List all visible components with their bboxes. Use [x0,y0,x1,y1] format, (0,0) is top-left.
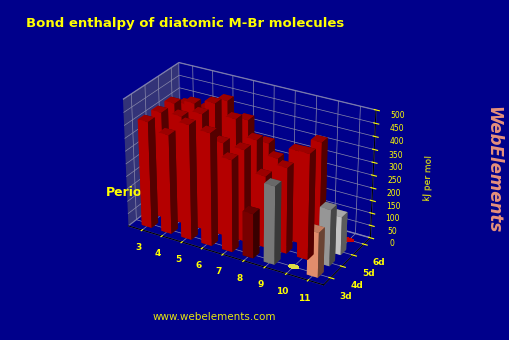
Text: WebElements: WebElements [484,106,501,234]
Text: Period: Period [105,186,150,199]
Text: Bond enthalpy of diatomic M-Br molecules: Bond enthalpy of diatomic M-Br molecules [25,17,343,30]
Text: www.webelements.com: www.webelements.com [152,311,275,322]
